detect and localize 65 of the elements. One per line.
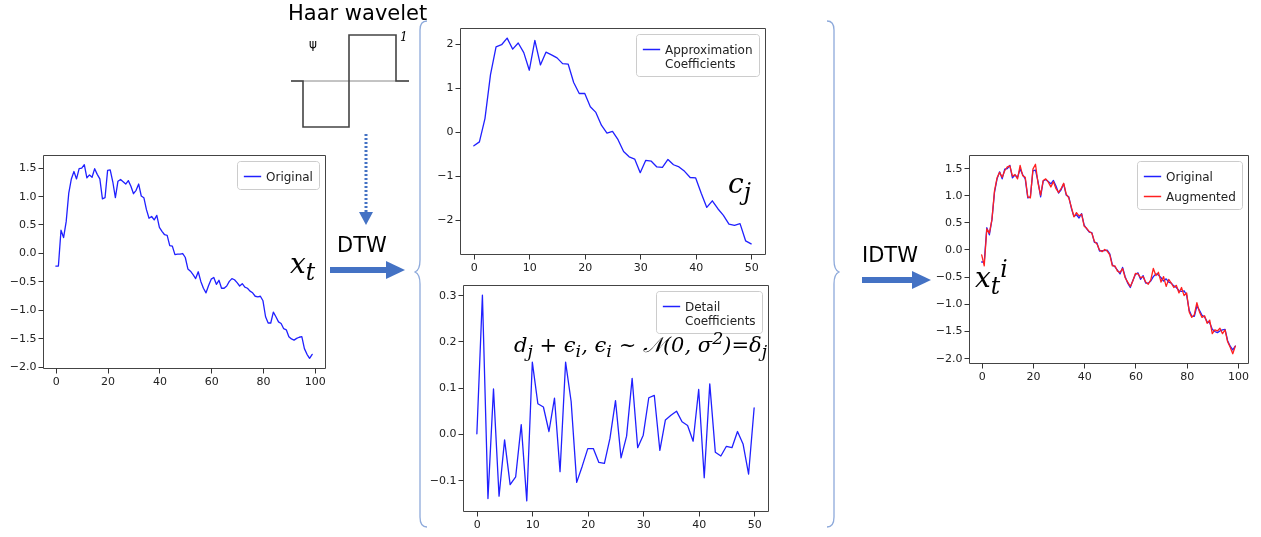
text: 1 xyxy=(400,30,408,44)
x-tick-label: 50 xyxy=(744,260,759,274)
x-tick-label: 30 xyxy=(633,260,648,274)
x-tick-label: 40 xyxy=(692,517,707,531)
x-tick-label: 60 xyxy=(1128,369,1143,383)
x-tick-label: 30 xyxy=(636,517,651,531)
y-tick-label: 1 xyxy=(446,81,454,95)
x-tick-label: 40 xyxy=(152,374,167,388)
legend-label: Augmented xyxy=(1166,189,1236,204)
x-tick-label: 20 xyxy=(101,374,116,388)
x-tick-label: 80 xyxy=(1180,369,1195,383)
text: ψ xyxy=(309,37,317,51)
text: DTW xyxy=(337,233,387,257)
x-tick-label: 0 xyxy=(473,517,481,531)
y-tick-label: −0.5 xyxy=(935,270,963,284)
x-tick-label: 100 xyxy=(1227,369,1249,383)
x-tick-label: 50 xyxy=(747,517,762,531)
x-tick-label: 0 xyxy=(470,260,478,274)
y-tick-label: 1.0 xyxy=(19,189,37,203)
y-tick-label: −2.0 xyxy=(9,360,37,374)
y-tick-label: 1.5 xyxy=(945,161,963,175)
y-tick-label: 1.0 xyxy=(945,188,963,202)
annotation: c$_{j}$ xyxy=(728,167,751,206)
y-tick-label: 0.0 xyxy=(945,243,963,256)
legend-label: Original xyxy=(1166,169,1213,184)
text: Haar wavelet xyxy=(288,1,428,25)
y-tick-label: −0.1 xyxy=(429,473,457,487)
y-tick-label: −0.5 xyxy=(9,274,37,288)
y-tick-label: −1.5 xyxy=(9,331,37,345)
x-tick-label: 40 xyxy=(1077,369,1092,383)
line-series xyxy=(55,164,313,359)
y-tick-label: 1.5 xyxy=(19,161,37,175)
y-tick-label: −2.0 xyxy=(935,351,963,365)
legend-label: Approximation Coefficients xyxy=(665,42,753,71)
x-tick-label: 20 xyxy=(581,517,596,531)
text: d$_{j}$ + ϵ$_{i}$, ϵ$_{i}$ ~ 𝒩(0, σ$^{2}$)=δ$_{j}$ xyxy=(514,328,768,362)
y-tick-label: 0.5 xyxy=(19,217,37,231)
y-tick-label: 0 xyxy=(446,125,454,139)
x-tick-label: 100 xyxy=(304,374,326,388)
x-tick-label: 60 xyxy=(204,374,219,388)
y-tick-label: −1.0 xyxy=(935,297,963,311)
y-tick-label: −1.0 xyxy=(9,303,37,317)
y-tick-label: 0.3 xyxy=(439,288,457,302)
y-tick-label: 2 xyxy=(446,37,454,51)
x-tick-label: 10 xyxy=(522,260,537,274)
y-tick-label: −1 xyxy=(437,169,454,183)
legend-label: Original xyxy=(266,169,313,184)
x-tick-label: 40 xyxy=(689,260,704,274)
y-tick-label: 0.5 xyxy=(945,215,963,229)
y-tick-label: −2 xyxy=(437,213,454,227)
x-tick-label: 10 xyxy=(525,517,540,531)
y-tick-label: 0.0 xyxy=(19,246,37,260)
annotation: x$_{t}$ xyxy=(290,247,316,286)
x-tick-label: 20 xyxy=(1026,369,1041,383)
line-series xyxy=(473,37,752,245)
y-tick-label: 0.0 xyxy=(439,427,457,441)
text: IDTW xyxy=(862,243,918,267)
x-tick-label: 20 xyxy=(578,260,593,274)
x-tick-label: 0 xyxy=(978,369,986,383)
y-tick-label: −1.5 xyxy=(935,324,963,338)
y-tick-label: 0.1 xyxy=(439,381,457,395)
x-tick-label: 80 xyxy=(256,374,271,388)
legend-label: Detail Coefficients xyxy=(685,299,756,328)
x-tick-label: 0 xyxy=(52,374,60,388)
y-tick-label: 0.2 xyxy=(439,334,457,348)
